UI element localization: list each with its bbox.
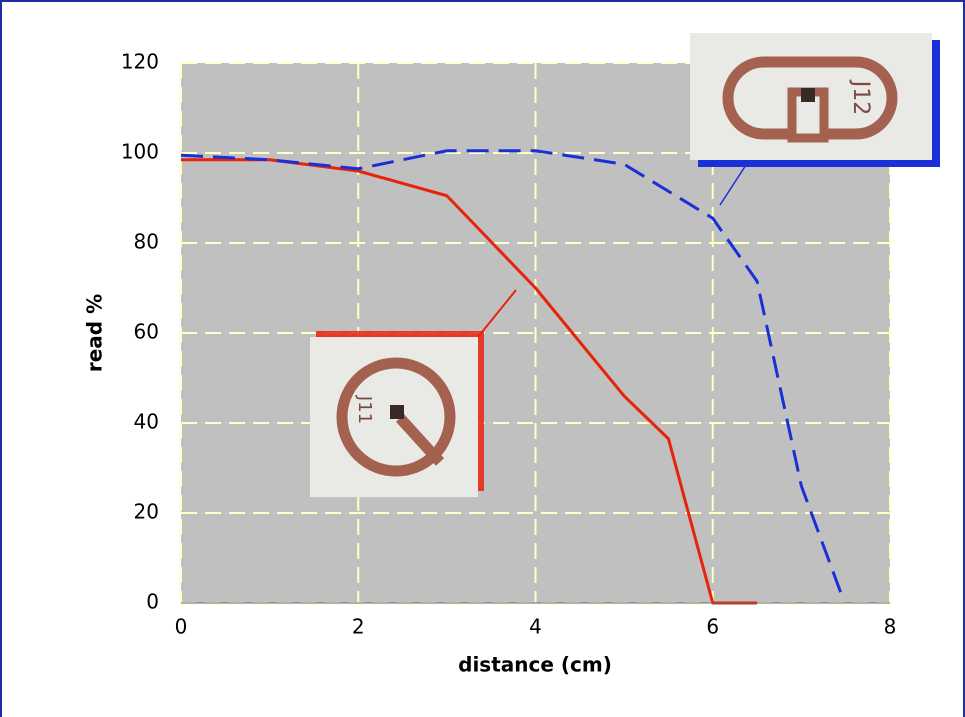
y-axis-title: read % xyxy=(83,294,107,372)
y-tick-label: 120 xyxy=(121,50,159,74)
x-tick-label: 0 xyxy=(175,615,188,639)
tag-image: J11 xyxy=(310,331,484,497)
y-tick-label: 20 xyxy=(134,500,159,524)
tag-label: J12 xyxy=(848,79,873,115)
y-tick-label: 60 xyxy=(134,320,159,344)
x-tick-label: 2 xyxy=(352,615,365,639)
lines xyxy=(180,149,843,605)
y-tick-label: 80 xyxy=(134,230,159,254)
y-tick-label: 0 xyxy=(146,590,159,614)
series-line xyxy=(180,149,843,595)
leader-line xyxy=(719,164,747,206)
y-tick-label: 100 xyxy=(121,140,159,164)
x-tick-label: 6 xyxy=(706,615,719,639)
tag-label: J11 xyxy=(354,395,375,424)
series-line xyxy=(181,158,758,605)
x-axis-title: distance (cm) xyxy=(458,653,612,677)
y-tick-label: 40 xyxy=(134,410,159,434)
x-tick-label: 8 xyxy=(884,615,897,639)
x-tick-label: 4 xyxy=(529,615,542,639)
tag-image: J12 xyxy=(690,33,940,167)
leader-line xyxy=(477,289,517,338)
